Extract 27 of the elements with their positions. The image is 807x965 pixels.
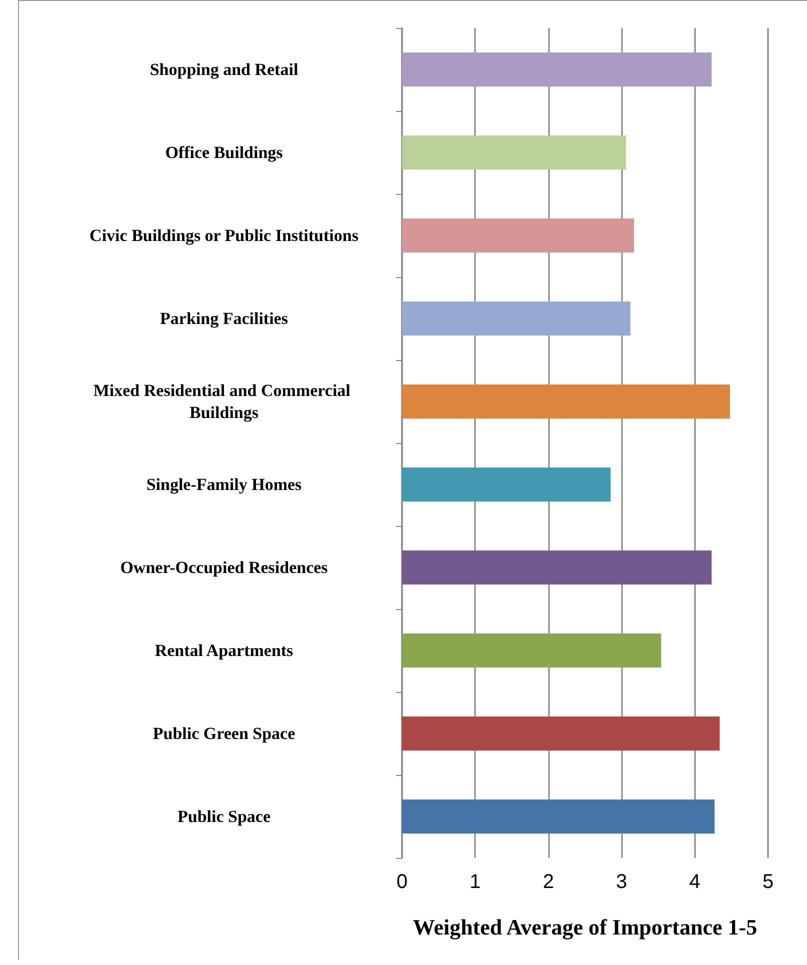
bar (402, 467, 611, 502)
y-tick-label: Mixed Residential and Commercial Buildings (93, 381, 355, 422)
bar (402, 301, 630, 336)
bar (402, 135, 626, 170)
y-tick-label: Owner-Occupied Residences (120, 558, 328, 577)
y-tick-label: Public Green Space (152, 724, 296, 743)
y-tick-label: Single-Family Homes (146, 475, 302, 494)
bar (402, 218, 634, 253)
x-tick-label: 4 (689, 871, 700, 893)
y-tick-label: Civic Buildings or Public Institutions (90, 226, 359, 245)
x-axis-title: Weighted Average of Importance 1-5 (412, 914, 758, 940)
y-tick-label: Shopping and Retail (150, 60, 298, 79)
bar (402, 633, 662, 668)
x-tick-label: 5 (762, 871, 774, 893)
bar (402, 716, 720, 751)
x-tick-label: 2 (542, 871, 554, 893)
y-tick-label: Rental Apartments (154, 641, 294, 660)
bar (402, 52, 712, 87)
bar (402, 550, 712, 585)
y-tick-label: Public Space (177, 807, 271, 826)
x-tick-label: 1 (470, 871, 481, 893)
bar (402, 384, 730, 419)
y-tick-label: Office Buildings (165, 143, 284, 162)
y-tick-label: Parking Facilities (160, 309, 288, 328)
bar (402, 799, 715, 834)
x-tick-label: 0 (396, 871, 408, 893)
x-tick-label: 3 (616, 871, 628, 893)
